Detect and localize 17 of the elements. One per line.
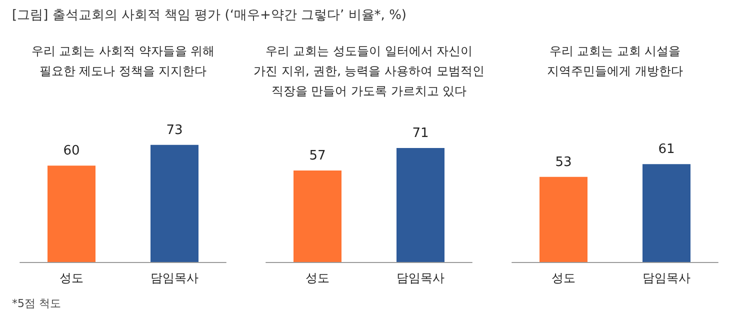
x-tick-label: 성도 [60,271,84,285]
chart-title: 우리 교회는 교회 시설을 지역주민들에게 개방한다 [547,44,683,78]
x-tick-label: 성도 [552,271,576,285]
chart-title: 우리 교회는 사회적 약자들을 위해 필요한 제도나 정책을 지지한다 [31,44,215,78]
data-label: 73 [166,122,183,138]
text: *5점 척도 [12,296,61,311]
data-label: 71 [412,126,429,142]
x-tick-label: 담임목사 [642,271,690,285]
x-tick-label: 성도 [306,271,330,285]
x-tick-label: 담임목사 [396,271,444,285]
data-label: 57 [309,148,326,164]
data-label: 53 [555,154,572,170]
text: [그림] 출석교회의 사회적 책임 평가 (‘매우+약간 그렇다’ 비율*, %) [12,7,406,24]
x-tick-label: 담임목사 [150,271,198,285]
data-label: 61 [658,142,675,158]
data-label: 60 [63,144,80,159]
chart-title: 우리 교회는 성도들이 일터에서 자신이 가진 지위, 권한, 능력을 사용하여 모범적인 직장을 만들어 가도록 가르치고 있다 [254,44,484,98]
